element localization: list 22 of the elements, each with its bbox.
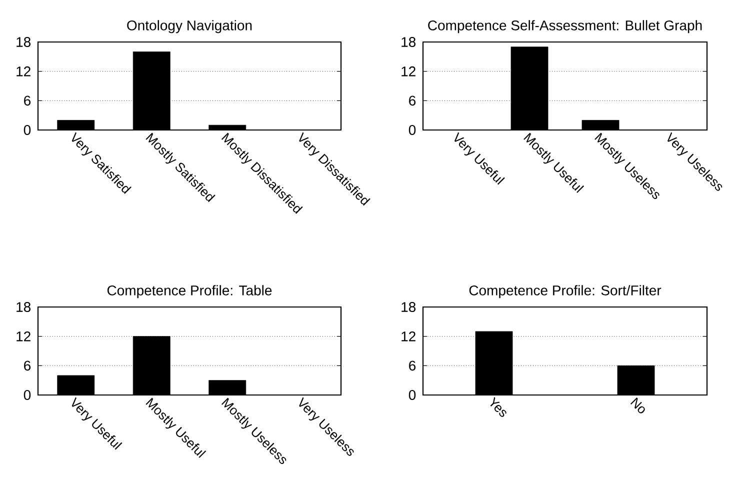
y-tick-label: 18	[402, 37, 416, 47]
y-tick-label: 18	[16, 37, 31, 47]
x-tick-label: Yes	[490, 396, 506, 417]
y-tick-label: 6	[409, 96, 416, 106]
y-tick-label: 18	[16, 302, 31, 312]
y-tick-label: 6	[24, 96, 31, 106]
x-tick-label: No	[630, 397, 645, 414]
y-tick-label: 12	[16, 66, 30, 76]
y-tick-label: 0	[24, 390, 31, 400]
y-tick-label: 6	[24, 360, 31, 371]
chart-title: Competence Self-Assessment: Bullet Graph	[428, 20, 702, 34]
chart-title: Competence Profile: Table	[107, 285, 272, 298]
y-tick-label: 0	[408, 125, 416, 135]
y-tick-label: 12	[402, 66, 416, 76]
y-tick-label: 0	[24, 125, 31, 135]
y-tick-label: 6	[409, 360, 416, 371]
y-tick-label: 0	[408, 390, 416, 400]
y-tick-label: 18	[402, 302, 416, 312]
chart-title: Competence Profile: Sort/Filter	[469, 285, 662, 298]
y-tick-label: 12	[16, 331, 30, 342]
y-tick-label: 12	[402, 331, 416, 342]
chart-title: Ontology Navigation	[127, 20, 252, 34]
